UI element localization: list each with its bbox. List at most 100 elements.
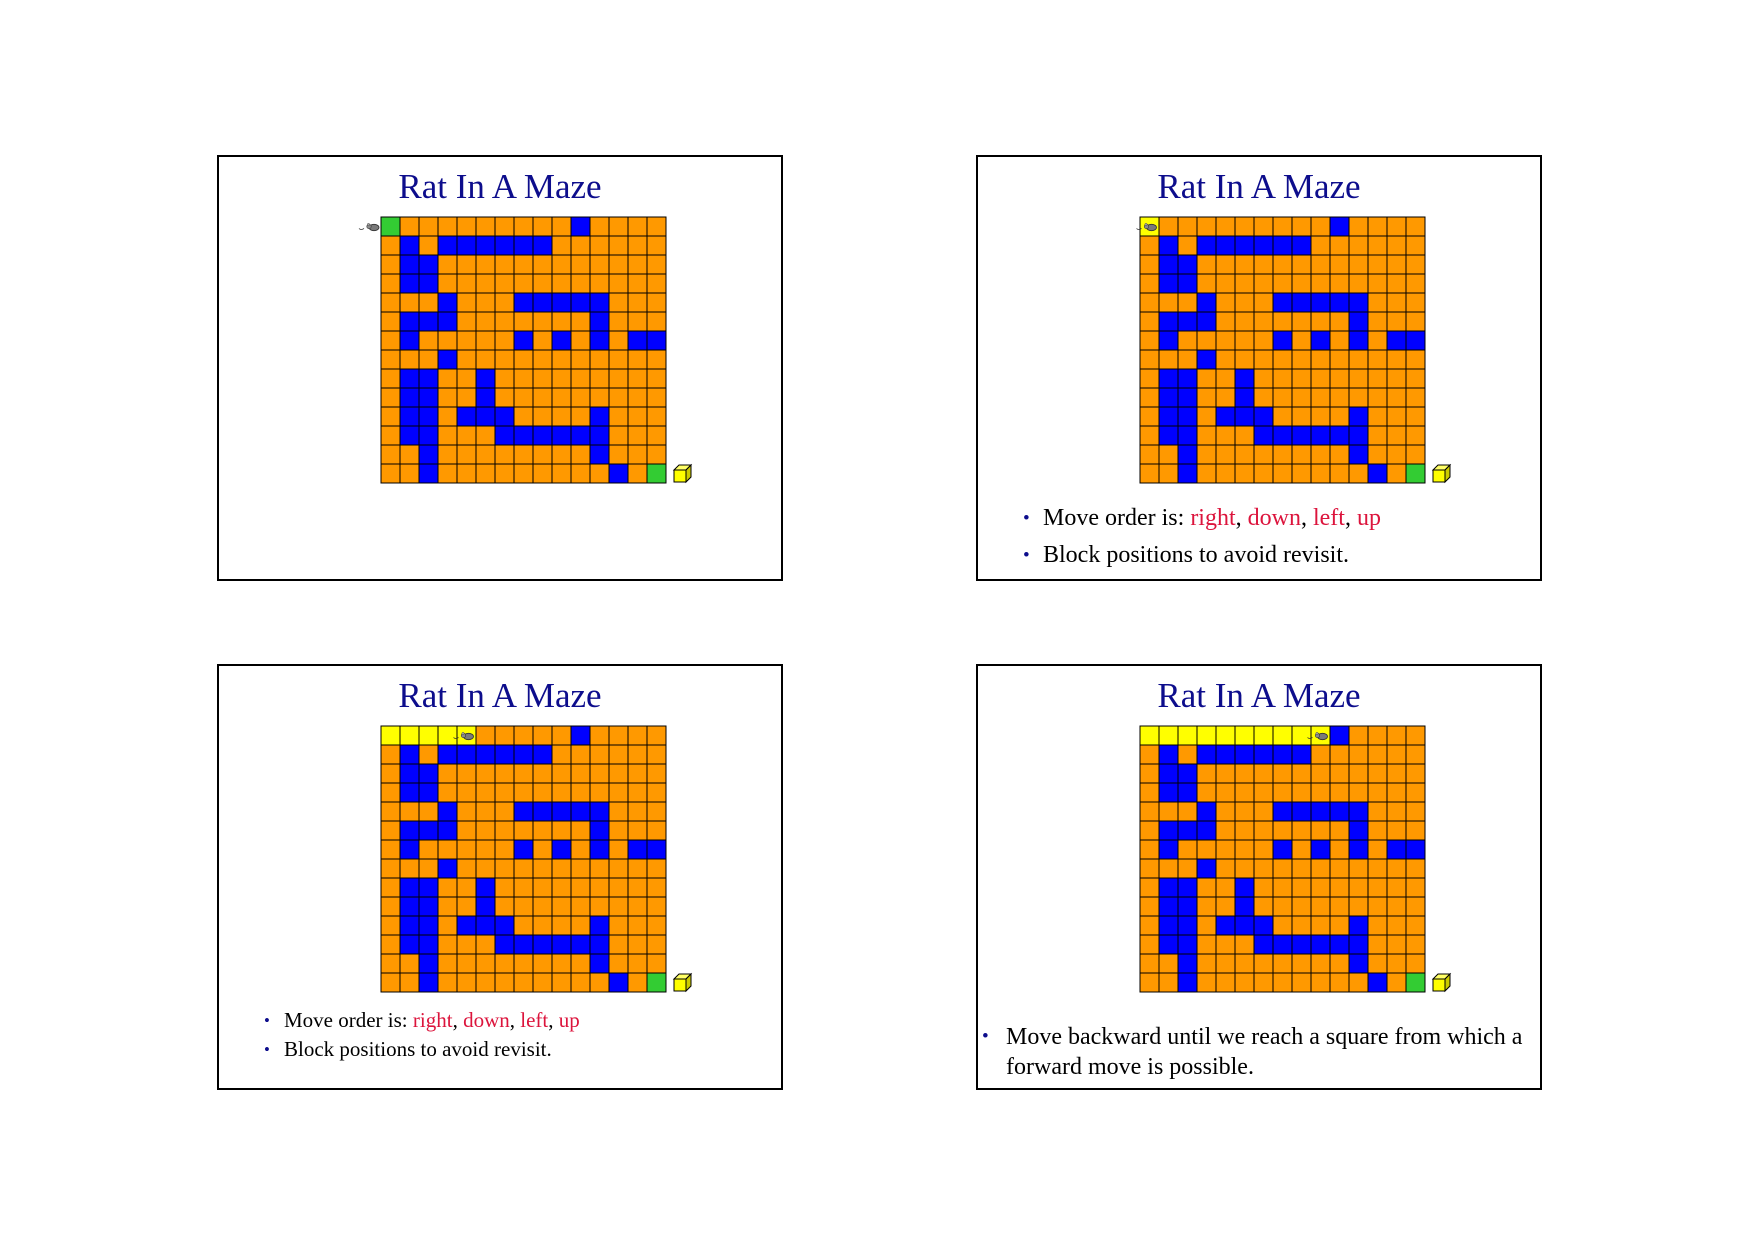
maze-cell-open <box>1234 858 1255 879</box>
maze-cell-open <box>1291 763 1312 784</box>
maze-cell-open <box>1348 387 1369 408</box>
maze-cell-open <box>1196 254 1217 275</box>
maze-cell-open <box>1310 444 1331 465</box>
move-up: up <box>1356 505 1381 531</box>
maze-cell-open <box>1386 820 1407 841</box>
maze-cell-open <box>627 915 648 936</box>
maze-cell-open <box>1272 896 1293 917</box>
maze-cell-open <box>513 877 534 898</box>
move-down: down <box>463 1008 510 1032</box>
maze-cell-wall <box>399 896 420 917</box>
maze-cell-open <box>608 273 629 294</box>
maze-cell-open <box>513 273 534 294</box>
maze-cell-open <box>1386 235 1407 256</box>
maze-cell-wall <box>1272 425 1293 446</box>
maze-cell-wall <box>1158 311 1179 332</box>
maze-cell-open <box>627 216 648 237</box>
maze-cell-wall <box>399 877 420 898</box>
maze-cell-wall <box>418 896 439 917</box>
maze-cell-open <box>1310 254 1331 275</box>
maze-cell-open <box>1234 953 1255 974</box>
maze-cell-open <box>1196 934 1217 955</box>
maze-cell-open <box>1405 406 1426 427</box>
maze-cell-wall <box>399 368 420 389</box>
maze-cell-open <box>1367 858 1388 879</box>
maze-cell-wall <box>1272 235 1293 256</box>
maze-cell-open <box>456 216 477 237</box>
maze-cell-open <box>608 311 629 332</box>
maze-cell-open <box>1310 273 1331 294</box>
maze-cell-open <box>646 425 667 446</box>
maze-cell-open <box>1348 368 1369 389</box>
maze-cell-wall <box>1158 254 1179 275</box>
maze-cell-wall <box>589 330 610 351</box>
maze-cell-wall <box>589 406 610 427</box>
maze-cell-open <box>589 763 610 784</box>
maze-cell-wall <box>1158 235 1179 256</box>
maze-cell-open <box>608 782 629 803</box>
maze-cell-open <box>1272 782 1293 803</box>
maze-cell-open <box>1215 953 1236 974</box>
maze-cell-wall <box>1310 425 1331 446</box>
maze-cell-open <box>627 858 648 879</box>
maze-cell-wall <box>1272 292 1293 313</box>
maze-cell-open <box>1139 820 1160 841</box>
maze-cell-open <box>1139 349 1160 370</box>
maze-cell-open <box>475 953 496 974</box>
maze-cell-open <box>437 782 458 803</box>
maze-cell-open <box>1386 744 1407 765</box>
maze-cell-open <box>551 763 572 784</box>
maze-cell-open <box>627 425 648 446</box>
maze-cell-open <box>646 725 667 746</box>
maze-cell-open <box>475 934 496 955</box>
maze-cell-wall <box>1291 934 1312 955</box>
maze-cell-open <box>1158 463 1179 484</box>
maze-cell-wall <box>1253 235 1274 256</box>
maze-cell-wall <box>475 368 496 389</box>
maze-cell-open <box>551 782 572 803</box>
maze-cell-open <box>1329 972 1350 993</box>
maze-cell-open <box>513 368 534 389</box>
maze-cell-open <box>551 877 572 898</box>
maze-cell-open <box>380 858 401 879</box>
maze-cell-open <box>1158 216 1179 237</box>
maze-cell-open <box>532 311 553 332</box>
maze-grid <box>1139 725 1452 993</box>
maze-cell-open <box>1291 972 1312 993</box>
maze-cell-open <box>1253 858 1274 879</box>
maze-cell-open <box>1367 387 1388 408</box>
maze-cell-open <box>475 725 496 746</box>
maze-cell-wall <box>437 801 458 822</box>
maze-cell-open <box>1367 839 1388 860</box>
maze-cell-wall <box>1367 463 1388 484</box>
maze-cell-open <box>1234 782 1255 803</box>
maze-cell-wall <box>1196 349 1217 370</box>
maze-cell-open <box>627 463 648 484</box>
maze-cell-open <box>1367 782 1388 803</box>
maze-cell-open <box>627 273 648 294</box>
maze-cell-open <box>570 273 591 294</box>
maze-cell-wall <box>1234 896 1255 917</box>
maze-cell-open <box>1253 273 1274 294</box>
separator: , <box>509 1008 521 1032</box>
maze-cell-open <box>494 953 515 974</box>
maze-cell-open <box>646 254 667 275</box>
maze-cell-open <box>1177 216 1198 237</box>
maze-cell-open <box>494 896 515 917</box>
maze-cell-wall <box>1253 915 1274 936</box>
maze-cell-open <box>1291 273 1312 294</box>
maze-cell-open <box>380 254 401 275</box>
maze-cell-open <box>551 972 572 993</box>
maze-cell-wall <box>418 934 439 955</box>
maze-cell-open <box>627 387 648 408</box>
maze-cell-open <box>1367 349 1388 370</box>
maze-cell-open <box>570 839 591 860</box>
maze-cell-open <box>1386 896 1407 917</box>
maze-cell-open <box>608 839 629 860</box>
maze-cell-open <box>1196 406 1217 427</box>
maze-cell-open <box>1291 463 1312 484</box>
maze-cell-wall <box>1310 330 1331 351</box>
maze-cell-open <box>1234 330 1255 351</box>
maze-cell-open <box>608 368 629 389</box>
maze-cell-wall <box>589 953 610 974</box>
